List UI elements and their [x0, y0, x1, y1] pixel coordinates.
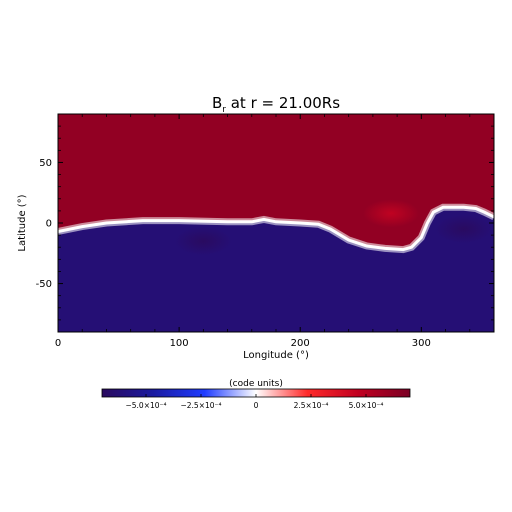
plot-area — [58, 114, 494, 332]
chart-title: Br at r = 21.00Rs — [212, 94, 340, 115]
x-axis-label: Longitude (°) — [243, 350, 309, 361]
colorbar-ticks: −5.0×10⁻⁴ −2.5×10⁻⁴ 0 2.5×10⁻⁴ 5.0×10⁻⁴ — [125, 394, 383, 410]
x-tick-label: 100 — [170, 338, 189, 349]
field-feature — [175, 227, 232, 256]
x-tick-label: 300 — [412, 338, 431, 349]
x-tick-label: 0 — [55, 338, 61, 349]
y-tick-label: -50 — [36, 279, 52, 290]
field-feature — [435, 215, 492, 244]
x-axis: 0 100 200 300 — [55, 114, 495, 349]
colorbar-tick-label: 0 — [254, 401, 259, 410]
field-feature — [363, 199, 420, 228]
y-axis-label: Latitude (°) — [17, 194, 28, 251]
y-axis: -50 0 50 — [36, 113, 494, 333]
y-tick-label: 0 — [46, 219, 52, 230]
y-tick-label: 50 — [39, 158, 52, 169]
colorbar-tick-label: −2.5×10⁻⁴ — [180, 401, 221, 410]
colorbar-tick-label: 2.5×10⁻⁴ — [294, 401, 329, 410]
field-features — [175, 199, 492, 256]
colorbar-tick-label: 5.0×10⁻⁴ — [349, 401, 384, 410]
colorbar-label: (code units) — [229, 379, 283, 389]
neutral-line — [58, 205, 494, 252]
x-tick-label: 200 — [291, 338, 310, 349]
colorbar-tick-label: −5.0×10⁻⁴ — [125, 401, 166, 410]
